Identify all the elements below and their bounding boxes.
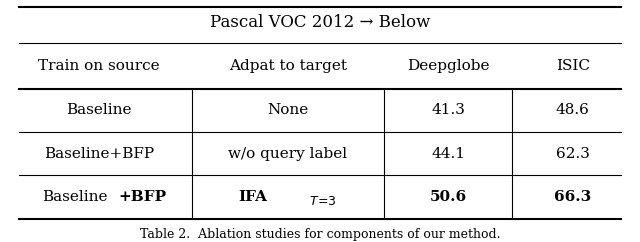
Text: Pascal VOC 2012 → Below: Pascal VOC 2012 → Below [210,14,430,31]
Text: Baseline: Baseline [42,190,108,204]
Text: 50.6: 50.6 [429,190,467,204]
Text: ISIC: ISIC [556,59,590,73]
Text: Baseline+BFP: Baseline+BFP [44,147,154,161]
Text: 44.1: 44.1 [431,147,465,161]
Text: Table 2.  Ablation studies for components of our method.: Table 2. Ablation studies for components… [140,228,500,241]
Text: IFA: IFA [238,190,268,204]
Text: w/o query label: w/o query label [228,147,348,161]
Text: Adpat to target: Adpat to target [229,59,347,73]
Text: $T\!=\!3$: $T\!=\!3$ [309,195,337,208]
Text: +BFP: +BFP [118,190,167,204]
Text: Deepglobe: Deepglobe [407,59,489,73]
Text: 48.6: 48.6 [556,104,589,117]
Text: None: None [268,104,308,117]
Text: Baseline: Baseline [67,104,132,117]
Text: 41.3: 41.3 [431,104,465,117]
Text: Train on source: Train on source [38,59,160,73]
Text: 62.3: 62.3 [556,147,589,161]
Text: 66.3: 66.3 [554,190,591,204]
